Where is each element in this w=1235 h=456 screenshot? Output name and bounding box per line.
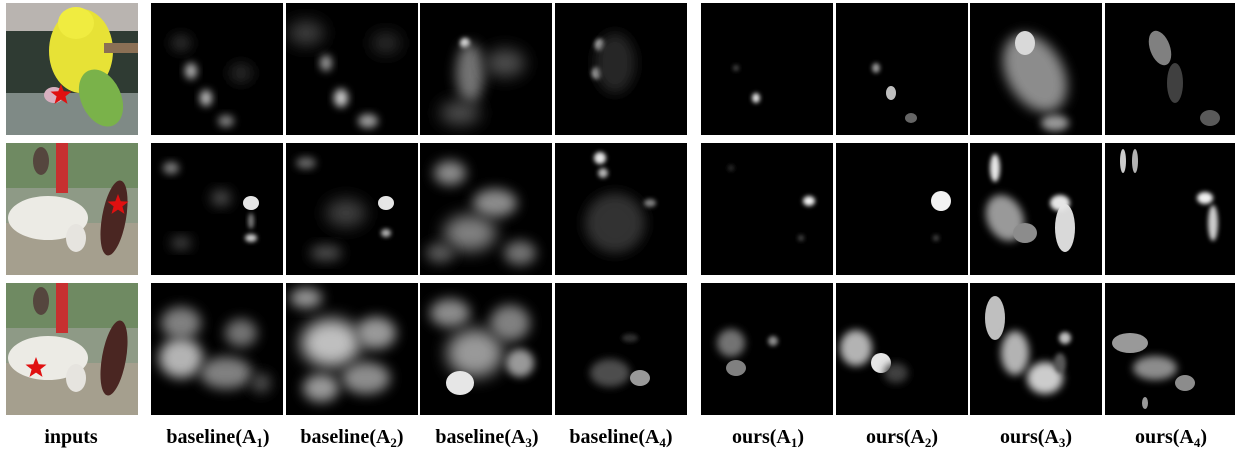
heatmap-baseline-a3: [420, 143, 552, 275]
heatmap-ours-a2: [836, 143, 968, 275]
attention-heatmap: [296, 157, 394, 261]
heatmap-ours-a3: [970, 3, 1102, 135]
attention-heatmap: [985, 154, 1075, 252]
attention-heatmap: [985, 296, 1071, 394]
attention-heatmap: [290, 288, 396, 402]
heatmap-baseline-a4: [555, 3, 687, 135]
attention-heatmap: [171, 35, 253, 127]
attention-heatmap: [440, 38, 525, 125]
attention-heatmap: [1002, 31, 1069, 131]
heatmap-ours-a3: [970, 283, 1102, 415]
attention-heatmap: [163, 162, 259, 249]
parrot-photo: [6, 3, 138, 135]
heatmap-ours-a3: [970, 143, 1102, 275]
star-marker-icon: [50, 84, 72, 104]
column-label: inputs: [44, 426, 98, 448]
heatmap-baseline-a3: [420, 3, 552, 135]
attention-heatmap: [430, 299, 534, 395]
attention-heatmap: [288, 21, 400, 128]
heatmap-ours-a4: [1105, 143, 1235, 275]
cow-and-person-photo: [6, 143, 138, 275]
heatmap-baseline-a4: [555, 143, 687, 275]
heatmap-baseline-a2: [286, 143, 418, 275]
column-label: baseline(A3): [435, 426, 539, 450]
heatmap-ours-a1: [701, 3, 833, 135]
column-label: baseline(A2): [300, 426, 404, 450]
attention-heatmap: [159, 307, 271, 393]
heatmap-baseline-a1: [151, 143, 283, 275]
attention-heatmap: [585, 152, 656, 253]
heatmap-ours-a2: [836, 283, 968, 415]
heatmap-baseline-a1: [151, 3, 283, 135]
column-label: ours(A2): [865, 426, 939, 450]
column-label: baseline(A1): [166, 426, 270, 450]
heatmap-ours-a4: [1105, 3, 1235, 135]
attention-heatmap: [728, 165, 815, 241]
heatmap-ours-a1: [701, 283, 833, 415]
heatmap-baseline-a2: [286, 283, 418, 415]
column-label: ours(A3): [999, 426, 1073, 450]
input-photo-cow-and-person: [6, 283, 138, 415]
heatmap-baseline-a1: [151, 283, 283, 415]
attention-heatmap: [872, 63, 917, 123]
input-photo-parrot: [6, 3, 138, 135]
attention-heatmap: [1148, 30, 1220, 126]
attention-heatmap: [1120, 149, 1218, 241]
input-photo-cow-and-person: [6, 143, 138, 275]
column-label: ours(A4): [1134, 426, 1208, 450]
attention-heatmap: [426, 161, 536, 265]
heatmap-baseline-a2: [286, 3, 418, 135]
attention-heatmap: [840, 330, 908, 383]
heatmap-ours-a1: [701, 143, 833, 275]
attention-heatmap: [1112, 333, 1195, 409]
heatmap-baseline-a3: [420, 283, 552, 415]
attention-heatmap: [733, 65, 760, 103]
star-marker-icon: [107, 194, 129, 214]
column-label: ours(A1): [731, 426, 805, 450]
attention-heatmap: [592, 33, 635, 93]
attention-heatmap: [931, 191, 951, 241]
heatmap-ours-a4: [1105, 283, 1235, 415]
attention-heatmap: [717, 329, 778, 376]
heatmap-ours-a2: [836, 3, 968, 135]
column-label: baseline(A4): [569, 426, 673, 450]
heatmap-baseline-a4: [555, 283, 687, 415]
cow-and-person-photo: [6, 283, 138, 415]
star-marker-icon: [25, 357, 47, 377]
attention-heatmap: [590, 334, 650, 387]
